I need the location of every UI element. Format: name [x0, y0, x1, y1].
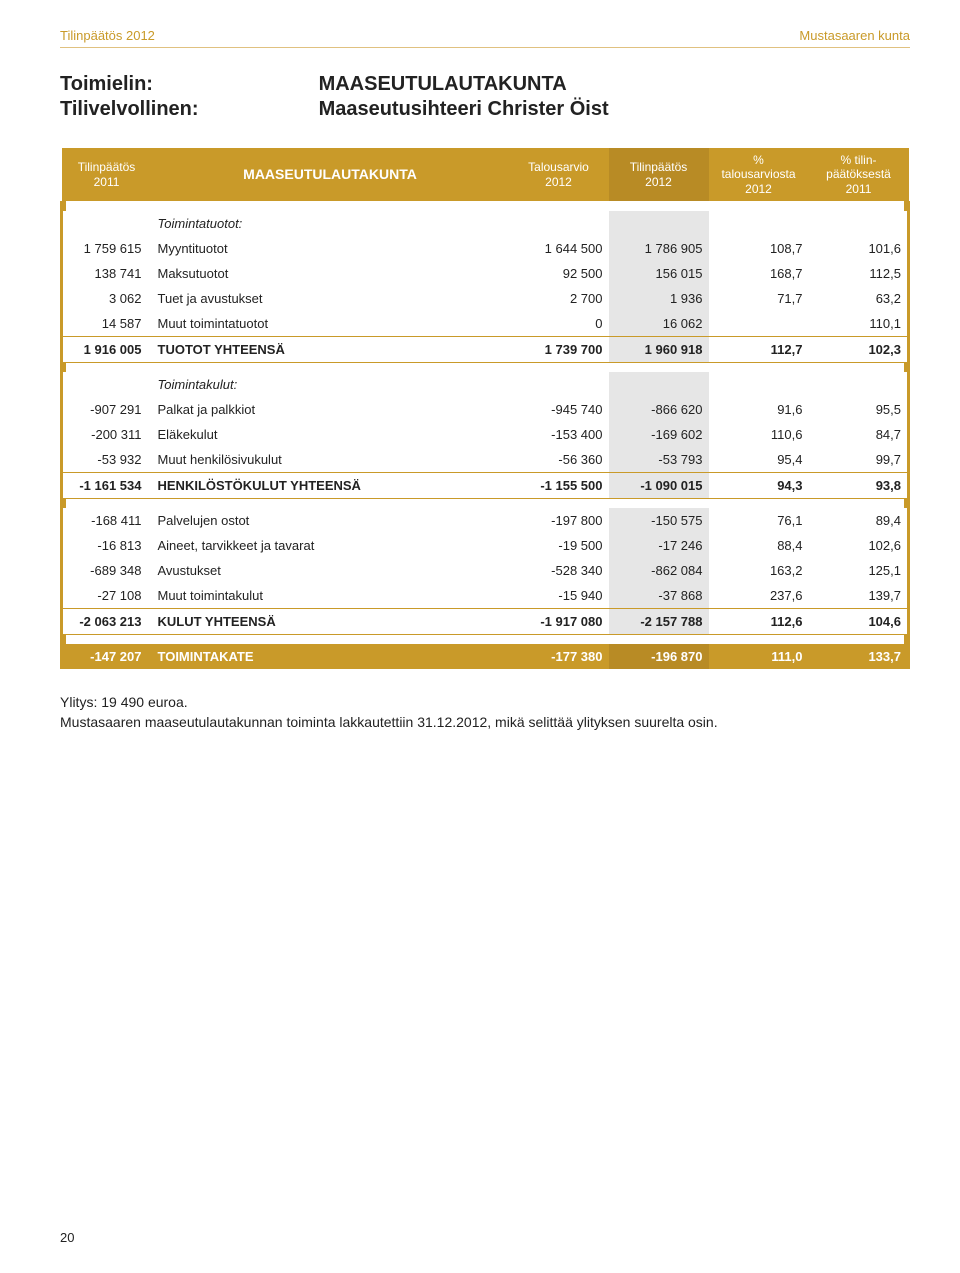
table-row: -27 108Muut toimintakulut-15 940-37 8682…: [62, 583, 909, 609]
col-tilinpaatos-2012: Tilinpäätös2012: [609, 148, 709, 201]
label-tilivelvollinen: Tilivelvollinen:: [60, 97, 199, 122]
page-header: Tilinpäätös 2012 Mustasaaren kunta: [60, 28, 910, 48]
footnote-line1: Ylitys: 19 490 euroa.: [60, 693, 910, 713]
col-pct-talousarvio: % talousarviosta2012: [709, 148, 809, 201]
subtotal-row: -2 063 213KULUT YHTEENSÄ-1 917 080-2 157…: [62, 609, 909, 635]
table-row: 3 062Tuet ja avustukset2 7001 93671,763,…: [62, 286, 909, 311]
table-row: -53 932Muut henkilösivukulut-56 360-53 7…: [62, 447, 909, 473]
title-block: Toimielin: Tilivelvollinen: MAASEUTULAUT…: [60, 72, 910, 122]
label-toimielin: Toimielin:: [60, 72, 199, 97]
table-row: -907 291Palkat ja palkkiot-945 740-866 6…: [62, 397, 909, 422]
value-tilivelvollinen: Maaseutusihteeri Christer Öist: [319, 97, 609, 122]
value-toimielin: MAASEUTULAUTAKUNTA: [319, 72, 609, 97]
footnote-line2: Mustasaaren maaseutulautakunnan toiminta…: [60, 713, 910, 733]
section-heading: Toimintatuotot:: [62, 211, 909, 236]
table-row: 138 741Maksutuotot92 500156 015168,7112,…: [62, 261, 909, 286]
financial-table: Tilinpäätös2011 MAASEUTULAUTAKUNTA Talou…: [60, 148, 910, 669]
table-row: 1 759 615Myyntituotot1 644 5001 786 9051…: [62, 236, 909, 261]
header-left: Tilinpäätös 2012: [60, 28, 155, 43]
col-tilinpaatos-2011: Tilinpäätös2011: [62, 148, 152, 201]
section-heading: Toimintakulut:: [62, 372, 909, 397]
page-number: 20: [60, 1230, 74, 1245]
subtotal-row: 1 916 005TUOTOT YHTEENSÄ1 739 7001 960 9…: [62, 337, 909, 363]
header-right: Mustasaaren kunta: [799, 28, 910, 43]
table-row: -168 411Palvelujen ostot-197 800-150 575…: [62, 508, 909, 533]
col-entity: MAASEUTULAUTAKUNTA: [152, 148, 509, 201]
col-pct-tilinpaatos: % tilin-päätöksestä2011: [809, 148, 909, 201]
subtotal-row: -1 161 534HENKILÖSTÖKULUT YHTEENSÄ-1 155…: [62, 473, 909, 499]
total-row: -147 207TOIMINTAKATE-177 380-196 870111,…: [62, 644, 909, 669]
table-row: -16 813Aineet, tarvikkeet ja tavarat-19 …: [62, 533, 909, 558]
footnote: Ylitys: 19 490 euroa. Mustasaaren maaseu…: [60, 693, 910, 732]
col-talousarvio: Talousarvio2012: [509, 148, 609, 201]
table-row: -200 311Eläkekulut-153 400-169 602110,68…: [62, 422, 909, 447]
table-row: 14 587Muut toimintatuotot016 062110,1: [62, 311, 909, 337]
table-row: -689 348Avustukset-528 340-862 084163,21…: [62, 558, 909, 583]
